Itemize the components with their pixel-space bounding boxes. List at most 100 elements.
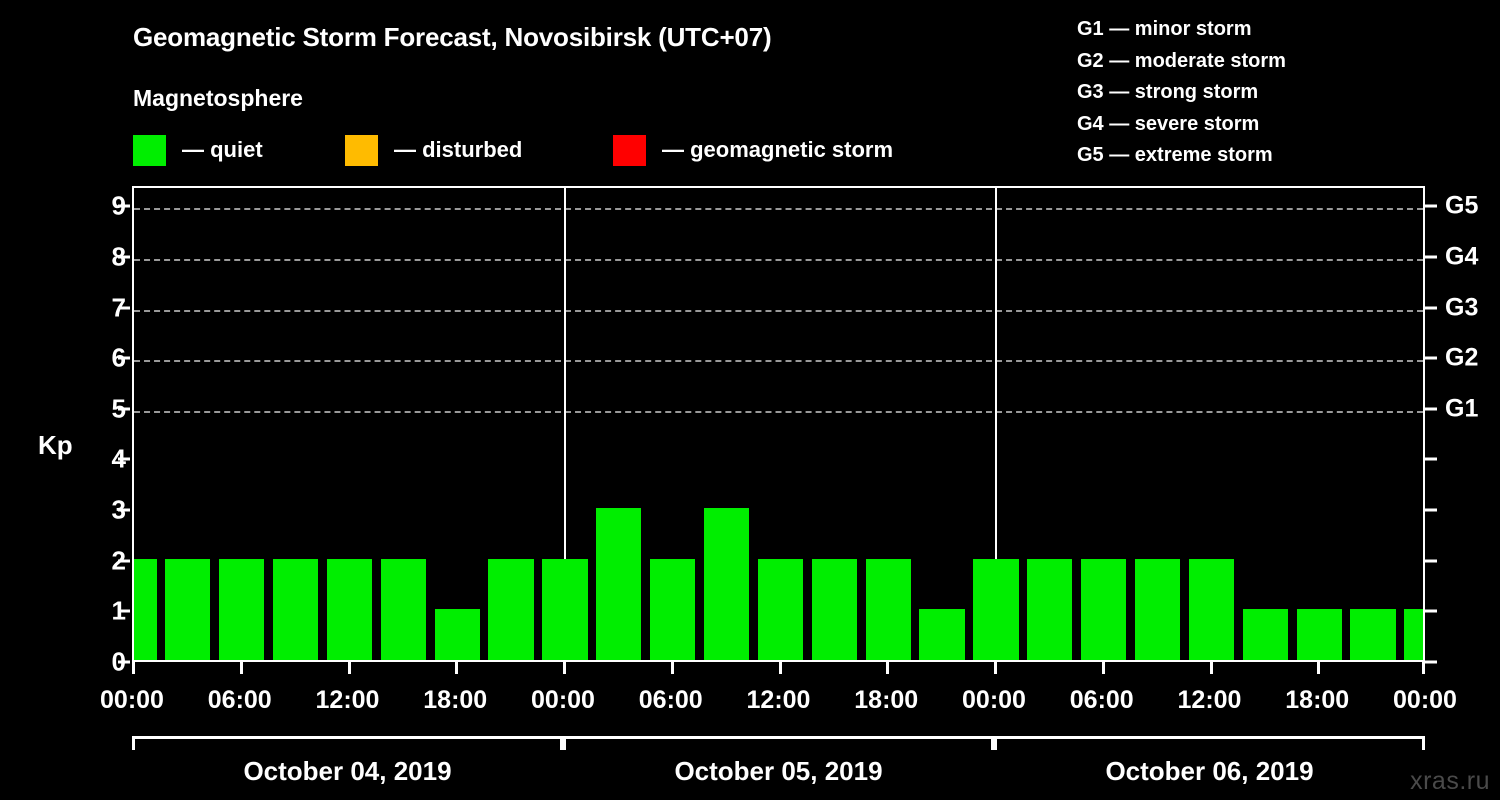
date-label: October 04, 2019 (243, 756, 452, 786)
secondary-axis-tick-label: G5 (1445, 191, 1479, 220)
x-axis-tick-label: 18:00 (1285, 686, 1350, 714)
day-separator (995, 188, 997, 660)
bar (326, 558, 373, 660)
x-axis-tick-mark (670, 662, 674, 674)
y-axis-tick-mark (118, 204, 130, 208)
bar (1134, 558, 1181, 660)
x-axis-tick-label: 18:00 (423, 686, 488, 714)
bar (434, 609, 480, 660)
x-axis-tick-label: 00:00 (531, 686, 595, 714)
bar (650, 558, 696, 660)
y-axis-title: Kp (38, 430, 73, 460)
secondary-axis-tick-label: G1 (1445, 394, 1479, 423)
secondary-axis-labels: G1 G2 G3 G4 G5 (1445, 186, 1500, 662)
gridline (134, 309, 1423, 312)
secondary-axis-tick-mark (1425, 255, 1437, 259)
watermark: xras.ru (1410, 767, 1490, 795)
y-axis-tick-mark (118, 255, 130, 259)
x-axis-labels: 00:00 06:00 12:00 18:00 00:00 06:00 12:00 18:00… (0, 686, 1500, 720)
secondary-axis-tick-label: G4 (1445, 242, 1479, 271)
x-axis-tick-mark (563, 662, 566, 674)
secondary-axis-tick-mark (1425, 457, 1437, 461)
x-axis-tick-mark (1209, 662, 1213, 674)
x-axis-tick-mark (132, 662, 135, 674)
secondary-axis-tick-mark (1425, 609, 1437, 613)
bar (165, 558, 211, 660)
x-axis-tick-mark (1317, 662, 1321, 674)
secondary-axis-tick-mark (1425, 660, 1437, 664)
section-subtitle: Magnetosphere (133, 85, 303, 111)
x-axis-tick-mark (1101, 662, 1105, 674)
bar (272, 558, 319, 660)
legend-item-label: — disturbed (394, 137, 523, 162)
secondary-axis-tick-label: G2 (1445, 343, 1479, 372)
secondary-axis-ticks (1425, 186, 1439, 664)
bar (919, 609, 965, 660)
x-axis-tick-mark (455, 662, 459, 674)
x-axis-tick-mark (994, 662, 997, 674)
g-scale-legend-line: G4 — severe storm (1077, 112, 1260, 135)
bar (1404, 609, 1423, 660)
legend-item-label: — geomagnetic storm (662, 137, 894, 162)
date-bracket (132, 736, 563, 750)
bar (1081, 558, 1127, 660)
legend-item-label: — quiet (182, 137, 263, 162)
x-axis-tick-mark (886, 662, 890, 674)
g-scale-legend-line: G1 — minor storm (1077, 18, 1252, 40)
gridline (134, 360, 1423, 363)
x-axis-tick-label: 06:00 (1069, 686, 1134, 714)
amber-square-icon (345, 134, 378, 166)
secondary-axis-tick-label: G3 (1445, 293, 1479, 322)
plot-area (132, 186, 1425, 662)
g-scale-legend: G1 — minor storm G2 — moderate storm G3 — … (1077, 14, 1286, 172)
legend-item: — quiet (133, 133, 263, 167)
gridline (134, 208, 1423, 211)
day-separator (564, 188, 566, 660)
y-axis-tick-mark (118, 306, 130, 310)
x-axis-tick-mark (778, 662, 782, 674)
date-brackets: October 04, 2019 October 05, 2019 October … (0, 736, 1500, 800)
green-square-icon (133, 134, 166, 166)
y-axis-tick-mark (118, 457, 130, 461)
secondary-axis-tick-mark (1425, 508, 1437, 512)
page-title: Geomagnetic Storm Forecast, Novosibirsk … (133, 22, 772, 52)
y-axis-tick-mark (118, 660, 130, 664)
legend-item: — geomagnetic storm (613, 133, 893, 167)
bar (134, 558, 157, 660)
bar (1296, 609, 1342, 660)
g-scale-legend-line: G2 — moderate storm (1077, 49, 1286, 72)
x-axis-tick-label: 00:00 (1393, 686, 1457, 714)
x-axis-tick-label: 00:00 (962, 686, 1026, 714)
date-label: October 06, 2019 (1105, 756, 1314, 786)
secondary-axis-tick-mark (1425, 356, 1437, 360)
y-axis-tick-mark (118, 407, 130, 411)
secondary-axis-tick-mark (1425, 204, 1437, 208)
g-scale-legend-line: G3 — strong storm (1077, 81, 1259, 103)
x-axis-tick-label: 06:00 (638, 686, 703, 714)
y-axis-tick-mark (118, 609, 130, 613)
secondary-axis-tick-mark (1425, 407, 1437, 411)
gridline (134, 258, 1423, 261)
bar (596, 508, 642, 660)
secondary-axis-tick-mark (1425, 306, 1437, 310)
secondary-axis-tick-mark (1425, 559, 1437, 563)
date-bracket (563, 736, 994, 750)
bar (488, 558, 534, 660)
bar (973, 558, 1019, 660)
bar (1242, 609, 1288, 660)
x-axis-tick-label: 06:00 (207, 686, 272, 714)
date-label: October 05, 2019 (674, 756, 883, 786)
x-axis-tick-mark (1422, 662, 1425, 674)
x-axis-tick-mark (239, 662, 243, 674)
x-axis-ticks (132, 662, 1425, 674)
x-axis-tick-mark (347, 662, 351, 674)
bar (1188, 558, 1235, 660)
g-scale-legend-line: G5 — extreme storm (1077, 144, 1273, 166)
bar (703, 508, 750, 660)
x-axis-tick-label: 00:00 (100, 686, 164, 714)
y-axis-ticks (118, 186, 132, 664)
x-axis-tick-label: 12:00 (1177, 686, 1242, 714)
y-axis-tick-mark (118, 559, 130, 563)
y-axis-tick-mark (118, 356, 130, 360)
